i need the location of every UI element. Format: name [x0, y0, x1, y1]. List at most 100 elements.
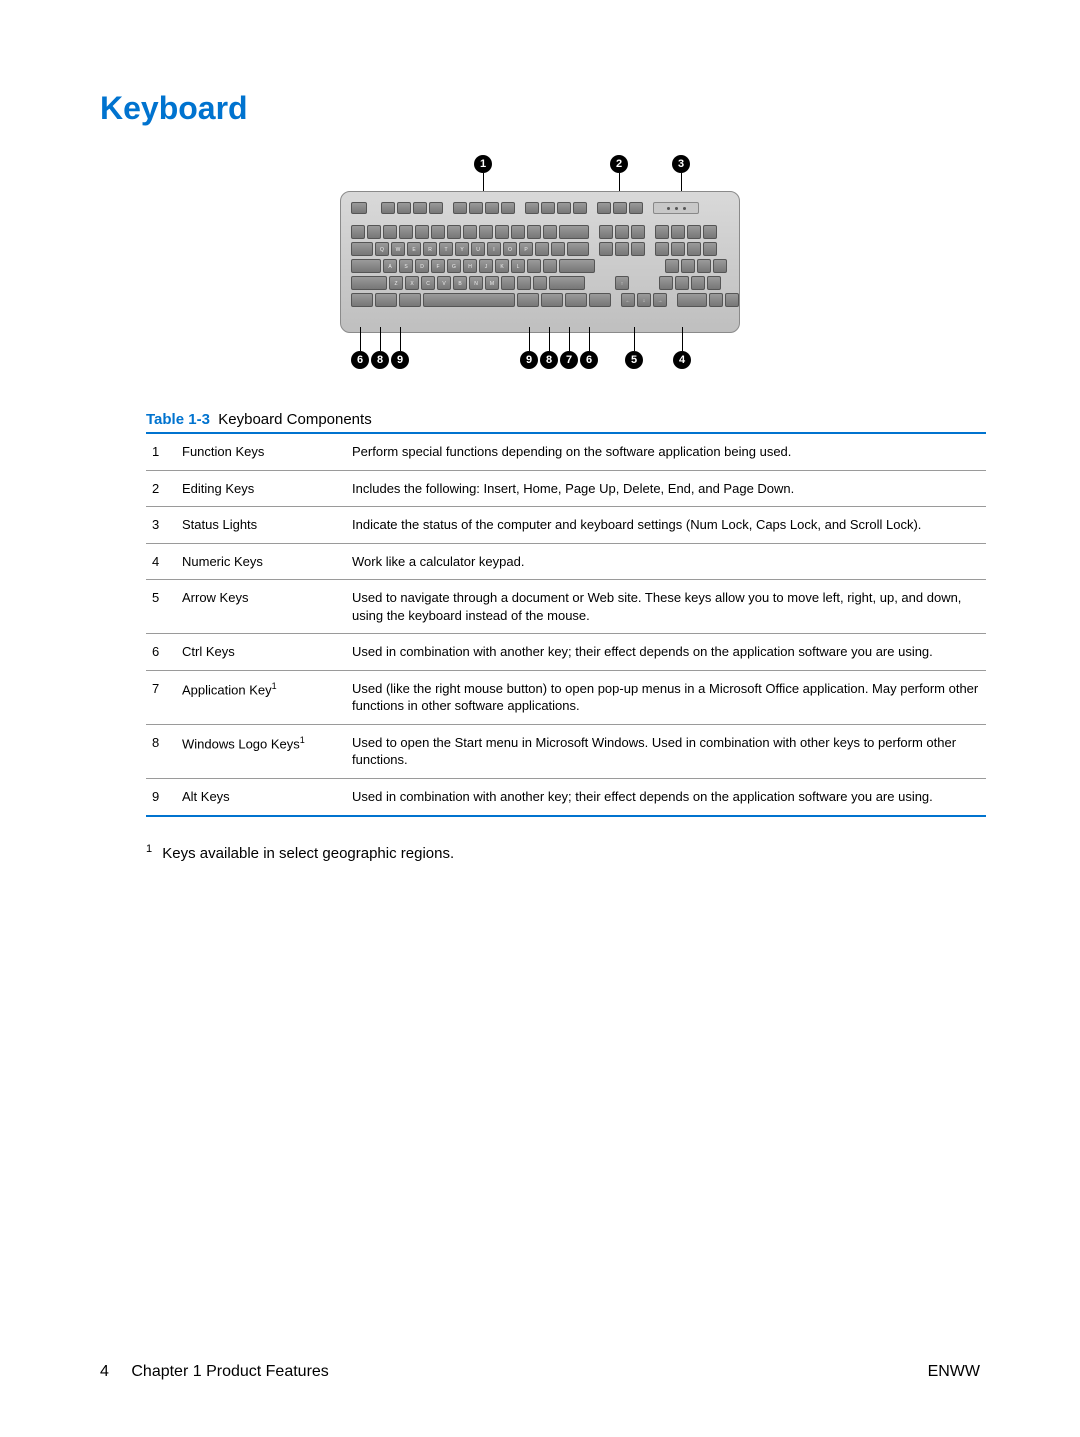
key-letter: X	[405, 276, 419, 290]
page-footer: 4 Chapter 1 Product Features ENWW	[100, 1363, 980, 1381]
row-name: Ctrl Keys	[182, 634, 352, 671]
row-num: 6	[146, 634, 182, 671]
key-letter: P	[519, 242, 533, 256]
row-name: Numeric Keys	[182, 543, 352, 580]
key-letter: K	[495, 259, 509, 273]
key-letter: M	[485, 276, 499, 290]
chapter-label: Chapter 1 Product Features	[131, 1363, 328, 1380]
row-num: 8	[146, 724, 182, 778]
callout-4: 4	[673, 351, 691, 369]
key-arrow-left: ←	[621, 293, 635, 307]
callout-8: 8	[540, 351, 558, 369]
keyboard-figure: 123	[100, 155, 980, 375]
key-app	[565, 293, 587, 307]
row-desc: Used (like the right mouse button) to op…	[352, 670, 986, 724]
table-caption: Table 1-3 Keyboard Components	[146, 411, 980, 428]
row-desc: Used in combination with another key; th…	[352, 779, 986, 816]
key-alt-left	[399, 293, 421, 307]
footnote: 1 Keys available in select geographic re…	[146, 843, 980, 862]
key-win-left	[375, 293, 397, 307]
key-letter: U	[471, 242, 485, 256]
key-letter: J	[479, 259, 493, 273]
table-row: 6Ctrl KeysUsed in combination with anoth…	[146, 634, 986, 671]
row-desc: Used to navigate through a document or W…	[352, 580, 986, 634]
key-letter: O	[503, 242, 517, 256]
key-letter: D	[415, 259, 429, 273]
key-letter: V	[437, 276, 451, 290]
callout-9: 9	[391, 351, 409, 369]
key-letter: B	[453, 276, 467, 290]
callout-5: 5	[625, 351, 643, 369]
callout-3: 3	[672, 155, 690, 173]
key-win-right	[541, 293, 563, 307]
components-table: 1Function KeysPerform special functions …	[146, 432, 986, 817]
row-sup: 1	[272, 681, 277, 691]
row-name: Status Lights	[182, 507, 352, 544]
row-name: Editing Keys	[182, 470, 352, 507]
callout-8: 8	[371, 351, 389, 369]
row-name: Function Keys	[182, 433, 352, 470]
row-desc: Indicate the status of the computer and …	[352, 507, 986, 544]
footer-right: ENWW	[928, 1363, 980, 1381]
key-letter: Y	[455, 242, 469, 256]
key-letter: E	[407, 242, 421, 256]
row-name: Application Key1	[182, 670, 352, 724]
callout-7: 7	[560, 351, 578, 369]
key-letter: A	[383, 259, 397, 273]
footnote-num: 1	[146, 843, 152, 855]
table-label: Table 1-3	[146, 411, 210, 428]
table-row: 3Status LightsIndicate the status of the…	[146, 507, 986, 544]
key-space	[423, 293, 515, 307]
table-row: 7Application Key1Used (like the right mo…	[146, 670, 986, 724]
key-arrow-down: ↓	[637, 293, 651, 307]
table-row: 5Arrow KeysUsed to navigate through a do…	[146, 580, 986, 634]
key-f	[381, 202, 395, 214]
row-name: Windows Logo Keys1	[182, 724, 352, 778]
row-sup: 1	[300, 735, 305, 745]
page-heading: Keyboard	[100, 90, 980, 127]
status-lights	[653, 202, 699, 214]
key-letter: W	[391, 242, 405, 256]
callout-6: 6	[351, 351, 369, 369]
row-num: 3	[146, 507, 182, 544]
row-desc: Perform special functions depending on t…	[352, 433, 986, 470]
row-num: 7	[146, 670, 182, 724]
key-letter: N	[469, 276, 483, 290]
row-name: Alt Keys	[182, 779, 352, 816]
key-letter: I	[487, 242, 501, 256]
table-row: 8Windows Logo Keys1Used to open the Star…	[146, 724, 986, 778]
row-num: 2	[146, 470, 182, 507]
page-number: 4	[100, 1363, 109, 1380]
callout-2: 2	[610, 155, 628, 173]
key-ctrl-left	[351, 293, 373, 307]
key-letter: T	[439, 242, 453, 256]
row-name: Arrow Keys	[182, 580, 352, 634]
footnote-text: Keys available in select geographic regi…	[162, 845, 454, 862]
key-letter: G	[447, 259, 461, 273]
key-letter: H	[463, 259, 477, 273]
key-letter: C	[421, 276, 435, 290]
keyboard-body: QWERTYUIOP ASDFGHJKL	[340, 191, 740, 333]
callout-9: 9	[520, 351, 538, 369]
key-letter: L	[511, 259, 525, 273]
key-letter: S	[399, 259, 413, 273]
table-title: Keyboard Components	[218, 411, 371, 428]
row-num: 4	[146, 543, 182, 580]
table-row: 1Function KeysPerform special functions …	[146, 433, 986, 470]
callout-6: 6	[580, 351, 598, 369]
table-row: 4Numeric KeysWork like a calculator keyp…	[146, 543, 986, 580]
key-letter: Q	[375, 242, 389, 256]
key-esc	[351, 202, 367, 214]
row-desc: Used in combination with another key; th…	[352, 634, 986, 671]
row-desc: Used to open the Start menu in Microsoft…	[352, 724, 986, 778]
table-row: 2Editing KeysIncludes the following: Ins…	[146, 470, 986, 507]
row-num: 9	[146, 779, 182, 816]
key-letter: Z	[389, 276, 403, 290]
key-arrow-up: ↑	[615, 276, 629, 290]
row-num: 1	[146, 433, 182, 470]
key-letter: F	[431, 259, 445, 273]
table-row: 9Alt KeysUsed in combination with anothe…	[146, 779, 986, 816]
key-ctrl-right	[589, 293, 611, 307]
key-letter: R	[423, 242, 437, 256]
row-desc: Work like a calculator keypad.	[352, 543, 986, 580]
